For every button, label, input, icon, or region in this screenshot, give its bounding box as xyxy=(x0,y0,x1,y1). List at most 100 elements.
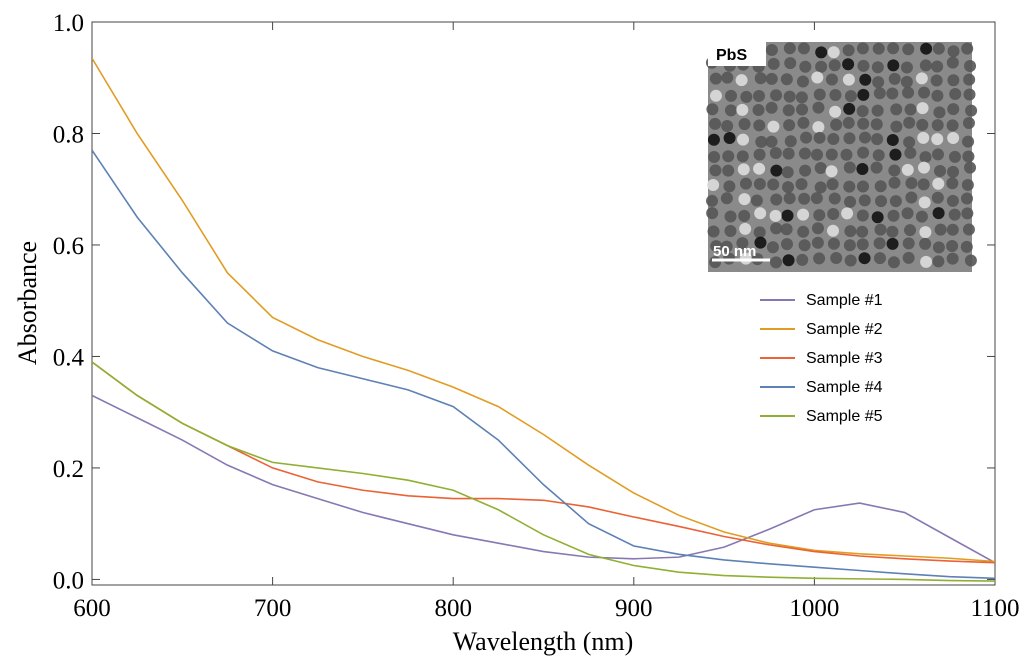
particle xyxy=(965,105,977,117)
particle xyxy=(963,88,975,100)
particle xyxy=(783,148,795,160)
particle xyxy=(857,118,869,130)
particle xyxy=(886,226,898,238)
x-tick-label: 1000 xyxy=(789,595,839,622)
particle xyxy=(947,103,959,115)
particle xyxy=(841,207,853,219)
particle xyxy=(947,166,959,178)
particle xyxy=(737,150,749,162)
particle xyxy=(708,134,720,146)
particle xyxy=(948,45,960,57)
particle xyxy=(814,88,826,100)
particle xyxy=(813,209,825,221)
particle xyxy=(724,225,736,237)
particle xyxy=(827,208,839,220)
particle xyxy=(934,165,946,177)
particle xyxy=(754,178,766,190)
particle xyxy=(888,165,900,177)
particle xyxy=(782,181,794,193)
particle xyxy=(829,89,841,101)
particle xyxy=(784,57,796,69)
particle xyxy=(859,74,871,86)
particle xyxy=(857,181,869,193)
particle xyxy=(947,195,959,207)
particle xyxy=(918,87,930,99)
particle xyxy=(827,133,839,145)
particle xyxy=(872,211,884,223)
particle xyxy=(962,150,974,162)
particle xyxy=(753,119,765,131)
x-tick-label: 600 xyxy=(73,595,111,622)
particle xyxy=(706,195,718,207)
legend-label: Sample #2 xyxy=(806,321,883,338)
particle xyxy=(770,210,782,222)
page: Wavelength (nm) Absorbance PbS50 nm 6007… xyxy=(0,0,1031,660)
particle xyxy=(753,163,765,175)
particle xyxy=(827,178,839,190)
particle xyxy=(933,43,945,55)
legend-label: Sample #4 xyxy=(806,379,883,396)
particle xyxy=(828,238,840,250)
particle xyxy=(799,148,811,160)
particle xyxy=(770,194,782,206)
particle xyxy=(723,180,735,192)
particle xyxy=(875,180,887,192)
particle xyxy=(964,162,976,174)
inset-label: PbS xyxy=(716,47,747,64)
particle xyxy=(815,181,827,193)
particle xyxy=(799,61,811,73)
particle xyxy=(709,164,721,176)
legend-label: Sample #1 xyxy=(806,292,883,309)
particle xyxy=(768,58,780,70)
particle xyxy=(828,46,840,58)
particle xyxy=(872,61,884,73)
x-tick-label: 700 xyxy=(254,595,292,622)
particle xyxy=(815,46,827,58)
particle xyxy=(933,241,945,253)
particle xyxy=(783,119,795,131)
particle xyxy=(766,44,778,56)
particle xyxy=(721,72,733,84)
particle xyxy=(932,148,944,160)
particle xyxy=(709,118,721,130)
particle xyxy=(813,252,825,264)
particle xyxy=(856,226,868,238)
particle xyxy=(751,195,763,207)
particle xyxy=(784,91,796,103)
particle xyxy=(871,118,883,130)
y-tick-label: 1.0 xyxy=(53,10,84,37)
particle xyxy=(781,238,793,250)
particle xyxy=(887,238,899,250)
particle xyxy=(874,224,886,236)
particle xyxy=(798,193,810,205)
particle xyxy=(766,136,778,148)
particle xyxy=(961,43,973,55)
particle xyxy=(901,61,913,73)
particle xyxy=(827,225,839,237)
particle xyxy=(873,149,885,161)
particle xyxy=(724,132,736,144)
particle xyxy=(856,163,868,175)
particle xyxy=(859,194,871,206)
particle xyxy=(754,226,766,238)
particle xyxy=(781,223,793,235)
particle xyxy=(949,209,961,221)
particle xyxy=(841,149,853,161)
scale-bar-label: 50 nm xyxy=(713,243,756,260)
particle xyxy=(725,104,737,116)
particle xyxy=(811,149,823,161)
particle xyxy=(812,121,824,133)
particle xyxy=(844,162,856,174)
particle xyxy=(887,42,899,54)
particle xyxy=(859,132,871,144)
particle xyxy=(799,165,811,177)
particle xyxy=(872,76,884,88)
inset-image: PbS 50 nm xyxy=(706,42,977,272)
particle xyxy=(829,59,841,71)
particle xyxy=(916,211,928,223)
particle xyxy=(917,102,929,114)
y-tick-label: 0.4 xyxy=(53,344,85,371)
particle xyxy=(797,226,809,238)
particle xyxy=(753,90,765,102)
particle xyxy=(739,223,751,235)
